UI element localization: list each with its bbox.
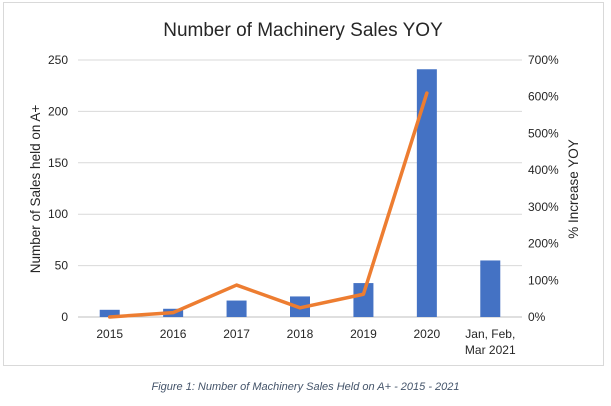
y2-tick-label: 500% xyxy=(528,126,559,140)
left-axis-ticks: 0 50 100 150 200 250 xyxy=(48,53,68,324)
y-axis-label: Number of Sales held on A+ xyxy=(28,105,43,274)
x-tick-label: 2018 xyxy=(287,327,314,341)
y-tick-label: 200 xyxy=(48,104,68,118)
y-tick-label: 0 xyxy=(61,310,68,324)
x-axis-ticks: 2015 2016 2017 2018 2019 2020 Jan, Feb, Mar 202… xyxy=(96,327,516,357)
x-tick-label: 2019 xyxy=(350,327,377,341)
bar-series xyxy=(99,69,501,317)
figure-caption: Figure 1: Number of Machinery Sales Held… xyxy=(151,381,460,393)
y2-axis-label: % Increase YOY xyxy=(566,139,581,239)
x-tick-label: 2016 xyxy=(160,327,187,341)
right-axis-ticks: 0% 100% 200% 300% 400% 500% 600% 700% xyxy=(528,53,559,324)
y2-tick-label: 0% xyxy=(528,310,546,324)
bar xyxy=(353,283,374,317)
y2-tick-label: 700% xyxy=(528,53,559,67)
x-tick-label: 2015 xyxy=(96,327,123,341)
x-tick-label: 2017 xyxy=(223,327,250,341)
line-series xyxy=(107,91,429,319)
yoy-increase-line xyxy=(107,91,429,319)
y-tick-label: 150 xyxy=(48,156,68,170)
bar xyxy=(226,300,247,317)
bar xyxy=(416,69,437,317)
bar xyxy=(99,309,120,317)
y2-tick-label: 200% xyxy=(528,237,559,251)
x-tick-label: Jan, Feb, Mar 2021 xyxy=(465,327,516,357)
y-tick-label: 100 xyxy=(48,207,68,221)
chart-title: Number of Machinery Sales YOY xyxy=(163,20,443,41)
y2-tick-label: 400% xyxy=(528,163,559,177)
y2-tick-label: 100% xyxy=(528,273,559,287)
y2-tick-label: 300% xyxy=(528,200,559,214)
gridlines xyxy=(78,59,522,318)
y2-tick-label: 600% xyxy=(528,90,559,104)
y-tick-label: 250 xyxy=(48,53,68,67)
machinery-sales-chart: Number of Machinery Sales YOY 0 50 100 150 2… xyxy=(28,20,581,357)
bar xyxy=(480,260,501,317)
y-tick-label: 50 xyxy=(55,259,69,273)
x-tick-label: 2020 xyxy=(414,327,441,341)
